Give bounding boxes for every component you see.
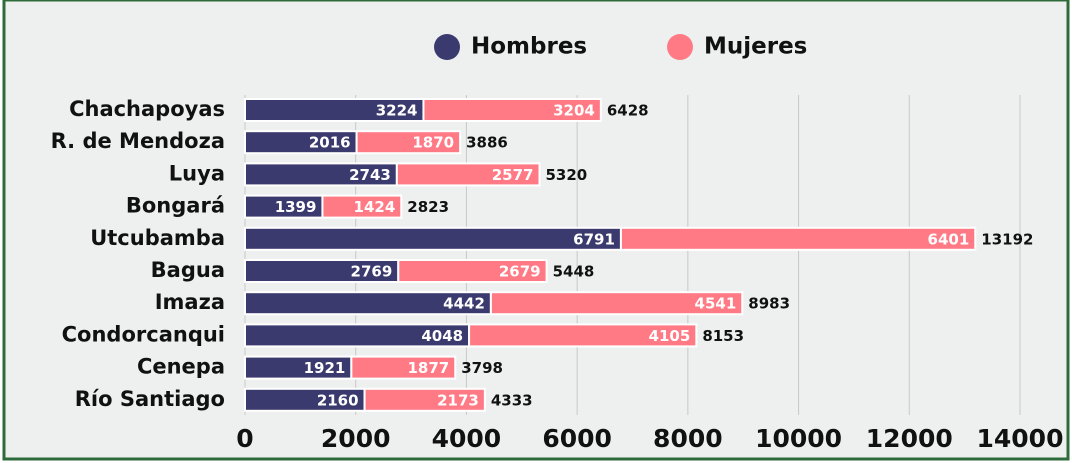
legend-marker [667, 34, 693, 60]
y-tick-label: Luya [169, 161, 225, 185]
bar-segment [397, 259, 548, 283]
x-tick-label: 8000 [653, 424, 723, 453]
total-label: 2823 [407, 198, 449, 216]
value-label: 4048 [421, 327, 463, 345]
value-label: 1424 [354, 198, 396, 216]
x-tick-label: 10000 [755, 424, 842, 453]
value-label: 2679 [499, 263, 541, 281]
total-label: 8153 [702, 327, 744, 345]
y-tick-label: Condorcanqui [62, 322, 225, 346]
value-label: 4105 [649, 327, 691, 345]
value-label: 1399 [275, 198, 317, 216]
y-tick-label: Utcubamba [90, 226, 225, 250]
value-label: 2160 [317, 391, 359, 409]
bar-segment [350, 355, 457, 380]
x-tick-label: 6000 [542, 424, 612, 453]
x-tick-label: 0 [236, 424, 253, 453]
y-tick-label: Cenepa [137, 355, 225, 379]
value-label: 2769 [351, 263, 393, 281]
x-tick-label: 14000 [977, 424, 1064, 453]
y-tick-label: Chachapoyas [69, 97, 225, 121]
bar-segment [321, 194, 403, 219]
x-tick-label: 2000 [321, 424, 391, 453]
total-label: 13192 [981, 230, 1033, 248]
bar-segment [489, 291, 744, 316]
x-tick-label: 4000 [432, 424, 502, 453]
value-label: 2743 [349, 166, 391, 184]
y-tick-label: R. de Mendoza [51, 129, 225, 153]
total-label: 6428 [607, 102, 649, 120]
bar-segment [395, 162, 541, 187]
value-label: 2577 [492, 166, 534, 184]
value-label: 1870 [412, 134, 454, 152]
total-label: 4333 [491, 391, 533, 409]
value-label: 2173 [437, 391, 479, 409]
legend-label: Hombres [471, 34, 587, 60]
bar-segment [355, 130, 462, 155]
bar-segment [422, 98, 602, 122]
value-label: 1877 [407, 359, 449, 377]
value-label: 3224 [376, 102, 418, 120]
total-label: 3886 [466, 134, 508, 152]
legend-label: Mujeres [704, 34, 807, 60]
bar-segment [468, 323, 698, 348]
y-tick-label: Bagua [151, 258, 225, 282]
value-label: 6791 [573, 230, 615, 248]
y-tick-label: Río Santiago [75, 387, 225, 411]
value-label: 2016 [309, 134, 351, 152]
value-label: 1921 [304, 359, 346, 377]
bar-segment [363, 387, 486, 412]
y-tick-label: Bongará [126, 194, 225, 218]
value-label: 4442 [443, 295, 485, 313]
value-label: 4541 [695, 295, 737, 313]
value-label: 6401 [928, 230, 970, 248]
x-tick-label: 12000 [866, 424, 953, 453]
total-label: 3798 [461, 359, 503, 377]
bar-segment [244, 226, 622, 251]
total-label: 5448 [553, 263, 595, 281]
legend-marker [434, 34, 460, 60]
y-tick-label: Imaza [155, 290, 225, 314]
total-label: 5320 [546, 166, 588, 184]
value-label: 3204 [553, 102, 595, 120]
total-label: 8983 [748, 295, 790, 313]
bar-segment [619, 226, 977, 251]
